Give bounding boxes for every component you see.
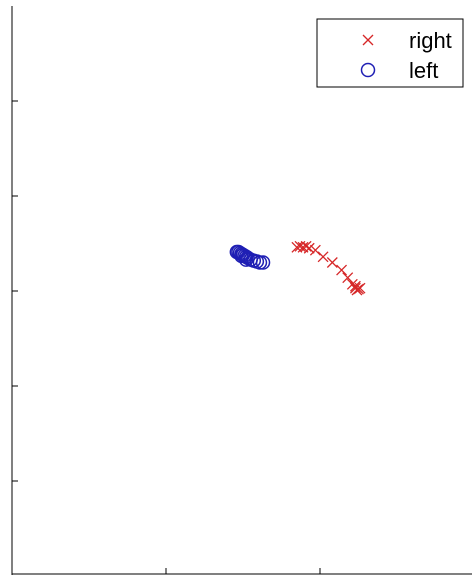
point-right-3 <box>300 240 312 252</box>
point-left-12 <box>255 255 271 270</box>
point-right-7 <box>326 257 338 268</box>
legend: right left <box>316 18 464 88</box>
legend-marker-left <box>360 62 376 78</box>
series-left <box>229 244 271 270</box>
point-left-14 <box>238 252 254 267</box>
point-right-6 <box>317 251 329 263</box>
legend-o-marker <box>360 62 376 78</box>
point-right-5 <box>309 244 321 256</box>
legend-label-right: right <box>409 28 452 53</box>
axes <box>11 6 472 575</box>
point-right-8 <box>336 264 348 276</box>
point-right-4 <box>303 242 315 254</box>
data-points <box>229 240 366 296</box>
point-right-15 <box>349 280 361 292</box>
legend-marker-right <box>362 34 374 46</box>
point-left-13 <box>234 248 249 264</box>
series-right <box>291 240 366 296</box>
legend-label-left: left <box>409 58 438 83</box>
legend-x-marker <box>362 34 374 46</box>
legend-box <box>316 18 464 88</box>
